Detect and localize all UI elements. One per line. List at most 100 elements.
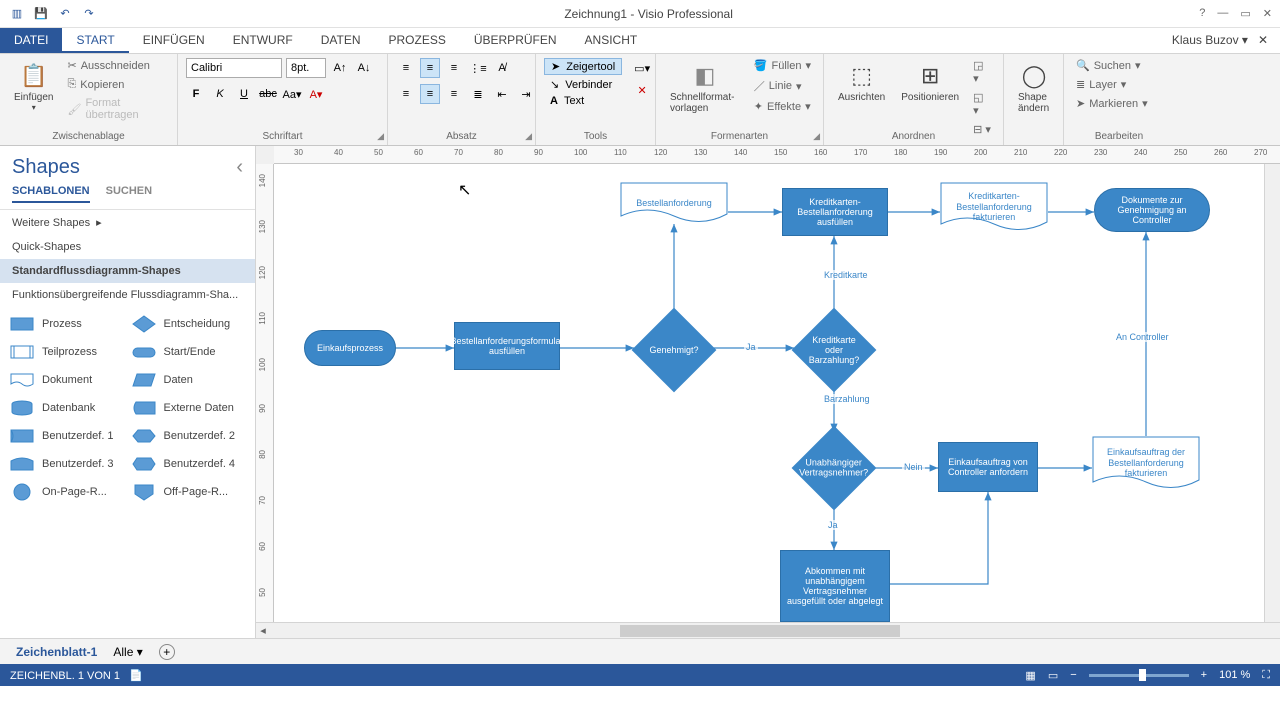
close-icon[interactable]: ✕ [1263,7,1272,20]
sheet-tab-1[interactable]: Zeichenblatt-1 [16,645,97,659]
flow-node[interactable]: Kreditkarte oder Barzahlung? [792,308,877,393]
flow-node[interactable]: Bestellanforderung [620,182,728,224]
change-shape-button[interactable]: ◯Shape ändern [1012,58,1056,116]
save-icon[interactable]: 💾 [32,5,50,23]
search-tab[interactable]: SUCHEN [106,185,152,203]
view-presentation-icon[interactable]: ▭ [1048,669,1058,682]
layer-button[interactable]: ≣ Layer ▾ [1072,77,1152,92]
strike-button[interactable]: abc [258,84,278,104]
line-button[interactable]: ／ Linie ▾ [750,77,815,95]
cut-button[interactable]: ✂ Ausschneiden [63,58,169,73]
send-back-button[interactable]: ◱ ▾ [969,90,995,118]
zoom-slider[interactable] [1089,674,1189,677]
flow-node[interactable]: Dokumente zur Genehmigung an Controller [1094,188,1210,232]
paste-button[interactable]: 📋Einfügen▾ [8,58,59,114]
tab-process[interactable]: PROZESS [374,28,459,53]
shape-gallery-item[interactable]: Benutzerdef. 1 [10,427,124,445]
shrink-font-button[interactable]: A↓ [354,58,374,78]
tab-insert[interactable]: EINFÜGEN [129,28,219,53]
all-sheets-button[interactable]: Alle ▾ [113,645,142,659]
tab-start[interactable]: START [62,28,128,53]
font-name-combo[interactable]: Calibri [186,58,282,78]
quick-styles-button[interactable]: ◧Schnellformat-vorlagen [664,58,746,116]
shape-gallery-item[interactable]: Dokument [10,371,124,389]
paragraph-launcher-icon[interactable]: ◢ [525,131,532,142]
text-tool-button[interactable]: A Text [544,94,622,108]
view-normal-icon[interactable]: ▦ [1025,669,1035,682]
clear-format-button[interactable]: A̸ [492,58,512,78]
drawing-canvas[interactable]: ↖ EinkaufsprozessBestellanforderungsform… [274,164,1280,622]
user-menu[interactable]: Klaus Buzov ▾ ✕ [1160,28,1280,53]
zoom-out-button[interactable]: − [1070,669,1076,681]
shape-gallery-item[interactable]: Benutzerdef. 4 [132,455,246,473]
shape-gallery-item[interactable]: Prozess [10,315,124,333]
restore-icon[interactable]: ▭ [1240,7,1250,20]
indent-dec-button[interactable]: ⇤ [492,84,512,104]
stencil-item[interactable]: Weitere Shapes ▸ [0,210,255,235]
flow-node[interactable]: Einkaufsprozess [304,330,396,366]
effects-button[interactable]: ✦ Effekte ▾ [750,99,815,114]
connector-tool-button[interactable]: ↘ Verbinder [544,77,622,92]
vertical-scrollbar[interactable] [1264,164,1280,622]
tab-review[interactable]: ÜBERPRÜFEN [460,28,571,53]
italic-button[interactable]: K [210,84,230,104]
redo-icon[interactable]: ↷ [80,5,98,23]
align-top-button[interactable]: ≡ [396,58,416,78]
align-right-button[interactable]: ≡ [444,84,464,104]
stencils-tab[interactable]: SCHABLONEN [12,185,90,203]
stencil-item[interactable]: Quick-Shapes [0,235,255,259]
tab-file[interactable]: DATEI [0,28,62,53]
format-painter-button[interactable]: 🖌 Format übertragen [63,96,169,122]
bold-button[interactable]: F [186,84,206,104]
flow-node[interactable]: Einkaufsauftrag von Controller anfordern [938,442,1038,492]
fit-page-icon[interactable]: ⛶ [1262,669,1270,682]
shape-gallery-item[interactable]: Benutzerdef. 3 [10,455,124,473]
align-button[interactable]: ⬚Ausrichten [832,58,891,105]
fill-button[interactable]: 🪣 Füllen ▾ [750,58,815,73]
shape-gallery-item[interactable]: Start/Ende [132,343,246,361]
grow-font-button[interactable]: A↑ [330,58,350,78]
align-center-button[interactable]: ≡ [420,84,440,104]
shape-gallery-item[interactable]: Off-Page-R... [132,483,246,501]
tab-design[interactable]: ENTWURF [219,28,307,53]
align-bottom-button[interactable]: ≡ [444,58,464,78]
zoom-in-button[interactable]: + [1201,669,1207,681]
flow-node[interactable]: Kreditkarten-Bestellanforderung fakturie… [940,182,1048,232]
minimize-icon[interactable]: — [1217,7,1228,20]
pointer-tool-button[interactable]: ➤ Zeigertool [544,58,622,75]
flow-node[interactable]: Bestellanforderungsformular ausfüllen [454,322,560,370]
copy-button[interactable]: ⎘ Kopieren [63,77,169,92]
rectangle-tool-button[interactable]: ▭▾ [632,58,652,78]
stencil-item[interactable]: Standardflussdiagramm-Shapes [0,259,255,283]
help-icon[interactable]: ? [1199,7,1205,20]
align-middle-button[interactable]: ≡ [420,58,440,78]
flow-node[interactable]: Abkommen mit unabhängigem Vertragsnehmer… [780,550,890,622]
tab-view[interactable]: ANSICHT [571,28,652,53]
shape-gallery-item[interactable]: On-Page-R... [10,483,124,501]
justify-button[interactable]: ≣ [468,84,488,104]
shape-gallery-item[interactable]: Teilprozess [10,343,124,361]
select-button[interactable]: ➤ Markieren ▾ [1072,96,1152,111]
flow-node[interactable]: Kreditkarten-Bestellanforderung ausfülle… [782,188,888,236]
underline-button[interactable]: U [234,84,254,104]
flow-node[interactable]: Einkaufsauftrag der Bestellanforderung f… [1092,436,1200,490]
indent-inc-button[interactable]: ⇥ [516,84,536,104]
delete-tool-button[interactable]: ✕ [632,80,652,100]
shape-gallery-item[interactable]: Benutzerdef. 2 [132,427,246,445]
undo-icon[interactable]: ↶ [56,5,74,23]
add-sheet-button[interactable]: + [159,644,175,660]
bullets-button[interactable]: ⋮≡ [468,58,488,78]
zoom-level[interactable]: 101 % [1219,669,1250,681]
collapse-panel-icon[interactable]: ‹ [236,156,243,179]
align-left-button[interactable]: ≡ [396,84,416,104]
find-button[interactable]: 🔍 Suchen ▾ [1072,58,1152,73]
stencil-item[interactable]: Funktionsübergreifende Flussdiagramm-Sha… [0,283,255,307]
horizontal-scrollbar[interactable]: ◂ [256,622,1280,638]
bring-front-button[interactable]: ◲ ▾ [969,58,995,86]
case-button[interactable]: Aa▾ [282,84,302,104]
flow-node[interactable]: Unabhängiger Vertragsnehmer? [792,426,877,511]
flow-node[interactable]: Genehmigt? [632,308,717,393]
shape-gallery-item[interactable]: Datenbank [10,399,124,417]
shapestyles-launcher-icon[interactable]: ◢ [813,131,820,142]
font-color-button[interactable]: A▾ [306,84,326,104]
